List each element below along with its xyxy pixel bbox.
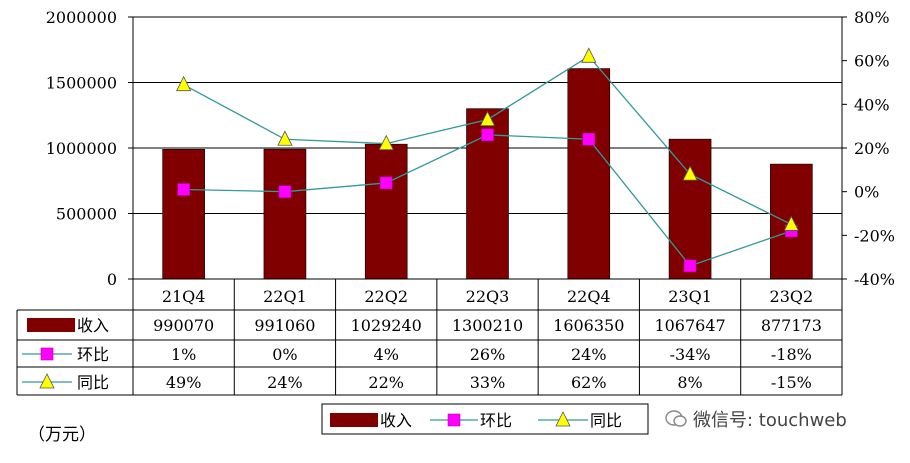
wechat-icon [665,410,687,427]
yoy-point [378,134,394,151]
qoq-point [481,128,494,142]
y-left-tick-label: 2000000 [46,8,117,27]
table-cell: 990070 [153,316,214,335]
table-cell: 1029240 [351,316,422,335]
table-cell: -34% [670,345,711,364]
y-left-tick-label: 0 [107,270,117,289]
legend-qoq-label: 环比 [480,411,512,430]
watermark-text: 微信号: touchweb [693,410,847,431]
legend-swatch-bar [27,318,75,332]
table-cell: 22% [368,373,404,392]
table-cell: 1067647 [654,316,725,335]
table-cell: 24% [267,373,303,392]
yoy-point [783,215,800,231]
table-cell: 4% [374,345,399,364]
legend-bar-label: 收入 [380,411,412,430]
yoy-point [581,47,597,63]
table-cell: 1300210 [452,316,523,335]
table-row-label: 同比 [77,373,109,392]
legend-bar-swatch [330,413,378,427]
y-left-tick-label: 500000 [56,205,117,224]
watermark: 微信号: touchweb [665,406,847,432]
category-label: 21Q4 [162,287,206,306]
legend-swatch-qoq [40,347,54,361]
bar [364,143,408,280]
bar [162,149,205,280]
y-left-tick-label: 1000000 [46,139,117,158]
category-label: 23Q2 [770,287,814,306]
legend-swatch-yoy [39,373,55,389]
table-cell: 26% [470,345,506,364]
y-right-tick-label: 40% [854,95,890,114]
table-cell: 1606350 [553,316,624,335]
y-right-tick-label: 60% [854,52,890,71]
table-cell: 0% [272,345,297,364]
unit-label: （万元） [28,425,96,445]
y-right-tick-label: -40% [854,270,895,289]
table-cell: 49% [166,373,202,392]
yoy-point [479,110,496,127]
table-cell: -18% [771,345,812,364]
yoy-point [277,130,293,146]
y-right-tick-label: 80% [854,8,890,27]
qoq-point [683,259,697,273]
category-label: 22Q4 [567,287,611,306]
table-cell: 991060 [254,316,315,335]
yoy-point [682,165,698,181]
table-cell: 877173 [761,316,822,335]
category-label: 23Q1 [668,287,712,306]
legend-yoy-label: 同比 [590,411,622,430]
table-cell: 1% [171,345,196,364]
y-left-tick-label: 1500000 [46,74,117,93]
table-cell: -15% [771,373,812,392]
category-label: 22Q1 [263,287,307,306]
table-cell: 33% [470,373,506,392]
y-right-tick-label: -20% [854,226,895,245]
legend-qoq-marker [447,413,461,427]
qoq-point [278,185,292,198]
qoq-point [379,176,393,190]
bar [567,68,611,280]
table-row-label: 收入 [77,316,109,335]
bar [668,138,712,280]
bar [263,148,307,280]
table-cell: 24% [571,345,607,364]
table-row-label: 环比 [77,345,109,364]
table-cell: 8% [677,373,702,392]
qoq-point [177,183,190,196]
qoq-point [582,132,596,146]
yoy-point [175,75,192,92]
y-right-tick-label: 20% [854,139,890,158]
category-label: 22Q2 [364,287,408,306]
table-cell: 62% [571,373,607,392]
legend-yoy-marker [555,411,571,427]
y-right-tick-label: 0% [854,183,879,202]
category-label: 22Q3 [466,287,510,306]
